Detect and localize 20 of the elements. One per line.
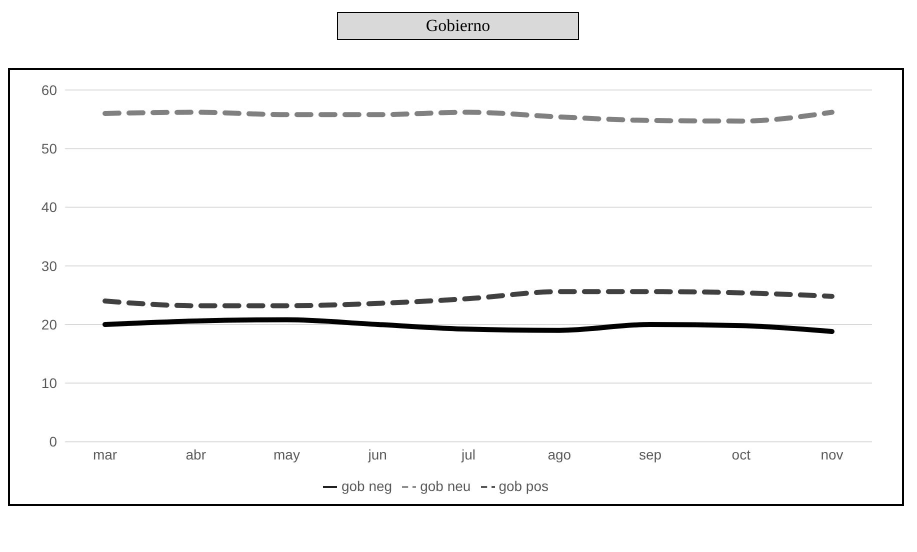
legend-label: gob neu bbox=[420, 478, 471, 494]
x-tick-label: may bbox=[274, 446, 300, 463]
x-tick-label: ago bbox=[548, 446, 572, 463]
y-tick-label: 50 bbox=[41, 140, 58, 157]
legend-label: gob neg bbox=[341, 478, 392, 494]
y-tick-label: 60 bbox=[41, 82, 58, 98]
x-tick-label: mar bbox=[92, 446, 118, 463]
y-tick-label: 40 bbox=[41, 199, 58, 216]
x-tick-label: sep bbox=[638, 446, 662, 463]
x-tick-label: jul bbox=[460, 446, 476, 463]
x-tick-label: nov bbox=[820, 446, 844, 463]
y-tick-label: 30 bbox=[41, 258, 58, 274]
x-tick-label: jun bbox=[367, 446, 387, 463]
y-tick-label: 0 bbox=[49, 434, 58, 450]
chart-title: Gobierno bbox=[337, 12, 579, 40]
x-tick-label: abr bbox=[186, 446, 206, 463]
y-tick-label: 20 bbox=[41, 316, 58, 332]
y-tick-label: 10 bbox=[41, 375, 58, 392]
x-tick-label: oct bbox=[732, 446, 751, 463]
legend-label: gob pos bbox=[498, 478, 549, 494]
